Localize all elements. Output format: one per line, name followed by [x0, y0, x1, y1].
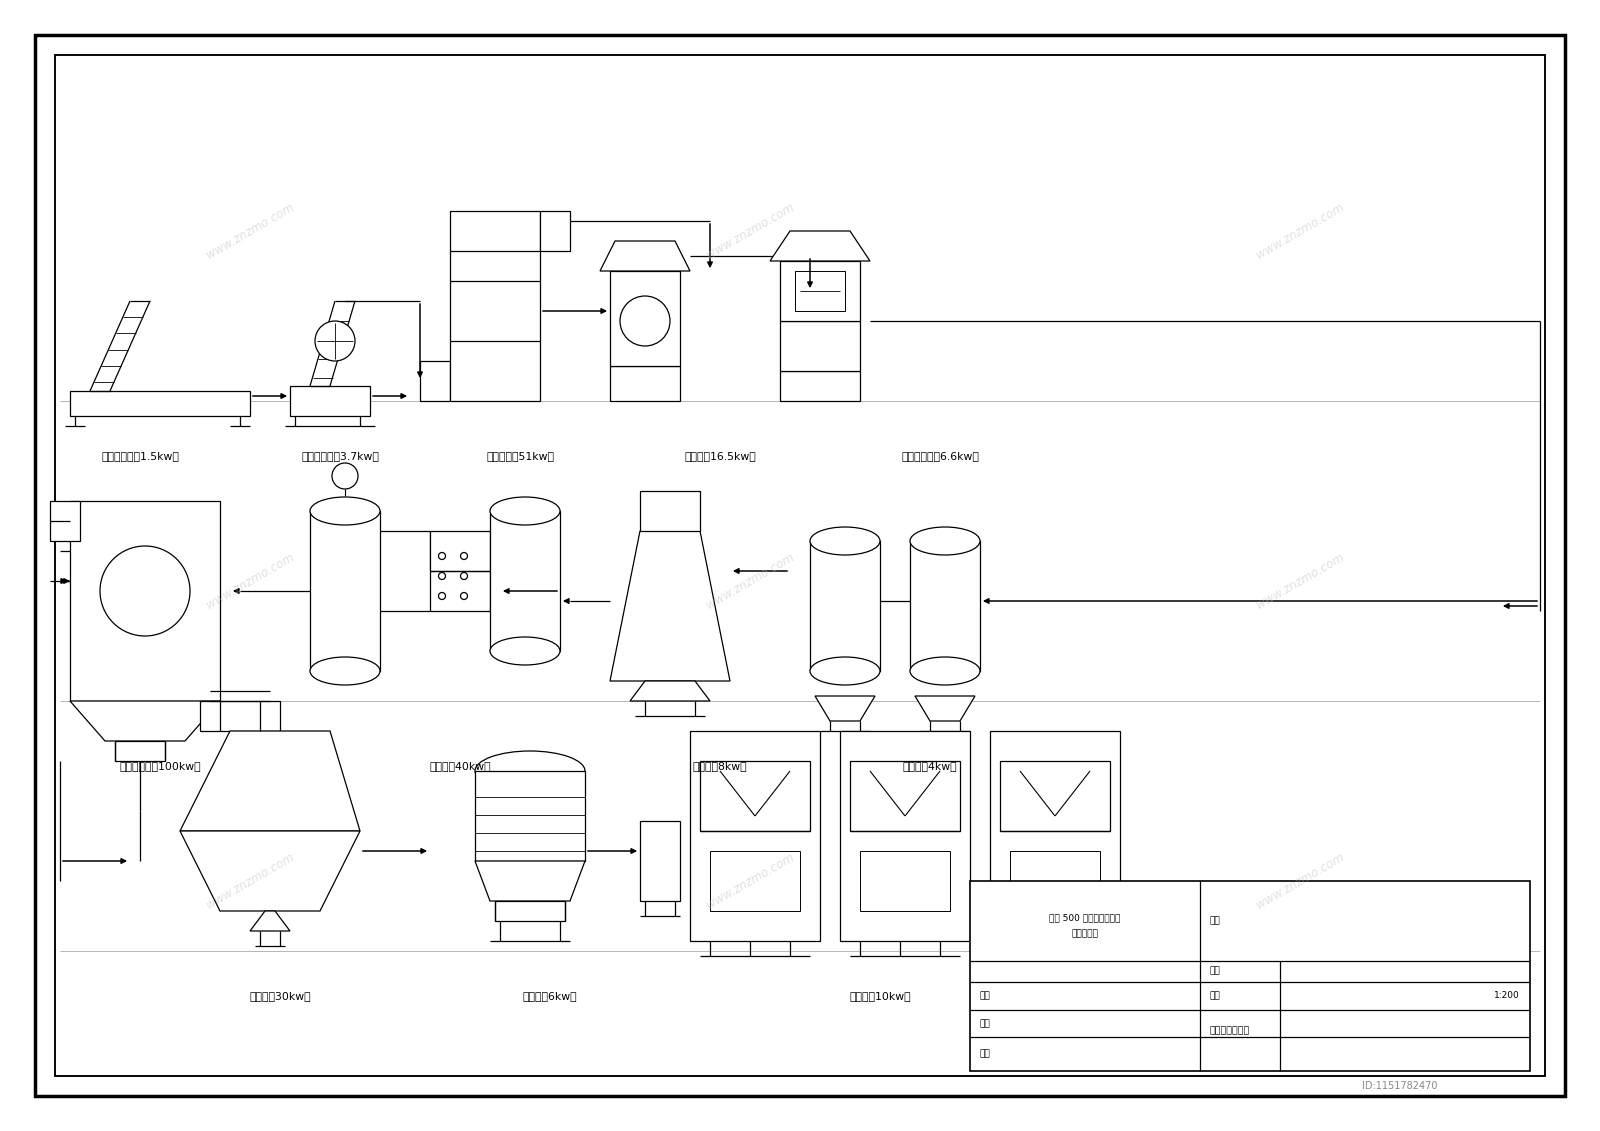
- Polygon shape: [814, 696, 875, 720]
- Text: www.znzmo.com: www.znzmo.com: [704, 551, 797, 612]
- Circle shape: [315, 321, 355, 361]
- Bar: [70, 391, 250, 416]
- Circle shape: [99, 546, 190, 636]
- Ellipse shape: [910, 527, 979, 555]
- Text: 超微粉碎机（6.6kw）: 超微粉碎机（6.6kw）: [901, 451, 979, 461]
- Bar: [840, 731, 970, 941]
- Text: 乳化罐（4kw）: 乳化罐（4kw）: [902, 761, 957, 771]
- Polygon shape: [915, 696, 974, 720]
- Text: ID:1151782470: ID:1151782470: [1362, 1081, 1438, 1091]
- Bar: [781, 321, 861, 371]
- Bar: [990, 731, 1120, 941]
- Polygon shape: [770, 231, 870, 261]
- Bar: [490, 511, 560, 651]
- Bar: [781, 371, 861, 402]
- Circle shape: [438, 593, 445, 599]
- Text: 比例: 比例: [1210, 992, 1221, 1001]
- Bar: [290, 386, 370, 416]
- Text: www.znzmo.com: www.znzmo.com: [1254, 551, 1346, 612]
- Bar: [430, 530, 490, 611]
- Bar: [781, 261, 861, 321]
- Bar: [861, 851, 950, 910]
- Bar: [450, 211, 541, 402]
- Circle shape: [438, 572, 445, 579]
- Ellipse shape: [310, 657, 381, 685]
- Text: 烘干机组（51kw）: 烘干机组（51kw）: [486, 451, 554, 461]
- Text: www.znzmo.com: www.znzmo.com: [1254, 851, 1346, 912]
- Polygon shape: [179, 731, 360, 831]
- Text: 自动切块机（3.7kw）: 自动切块机（3.7kw）: [301, 451, 379, 461]
- Circle shape: [621, 296, 670, 346]
- Ellipse shape: [810, 657, 880, 685]
- Text: www.znzmo.com: www.znzmo.com: [1254, 200, 1346, 261]
- Text: 制图: 制图: [979, 992, 990, 1001]
- Text: www.znzmo.com: www.znzmo.com: [203, 551, 296, 612]
- Polygon shape: [70, 701, 221, 741]
- Circle shape: [438, 553, 445, 560]
- Bar: [494, 901, 565, 921]
- Circle shape: [461, 572, 467, 579]
- Bar: [1000, 761, 1110, 831]
- Text: 振动筛（6kw）: 振动筛（6kw）: [523, 991, 578, 1001]
- Text: 校核: 校核: [979, 1019, 990, 1028]
- Bar: [200, 701, 280, 731]
- Text: 生产工艺流程图: 生产工艺流程图: [1210, 1026, 1250, 1035]
- Bar: [70, 501, 221, 701]
- Text: 冷干机（30kw）: 冷干机（30kw）: [250, 991, 310, 1001]
- Bar: [541, 211, 570, 251]
- Ellipse shape: [910, 657, 979, 685]
- Text: www.znzmo.com: www.znzmo.com: [704, 851, 797, 912]
- Text: 的工厂设计: 的工厂设计: [1072, 930, 1099, 939]
- Text: www.znzmo.com: www.znzmo.com: [704, 200, 797, 261]
- Ellipse shape: [490, 637, 560, 665]
- Polygon shape: [630, 681, 710, 701]
- Bar: [640, 821, 680, 901]
- Text: 1:200: 1:200: [1494, 992, 1520, 1001]
- Ellipse shape: [475, 751, 586, 791]
- Text: 浓缩机（40kw）: 浓缩机（40kw）: [429, 761, 491, 771]
- Polygon shape: [610, 530, 730, 681]
- Text: 喷雾干燥机（100kw）: 喷雾干燥机（100kw）: [118, 761, 202, 771]
- Bar: [710, 851, 800, 910]
- Bar: [640, 491, 701, 530]
- Text: 毛辊清洗机（1.5kw）: 毛辊清洗机（1.5kw）: [101, 451, 179, 461]
- Bar: [50, 501, 80, 541]
- Bar: [850, 761, 960, 831]
- Bar: [115, 741, 165, 761]
- Bar: [690, 731, 819, 941]
- Bar: [610, 366, 680, 402]
- Text: 审定: 审定: [979, 1050, 990, 1059]
- Bar: [810, 541, 880, 671]
- Text: 罐装机（10kw）: 罐装机（10kw）: [850, 991, 910, 1001]
- Bar: [475, 771, 586, 861]
- Bar: [310, 511, 381, 671]
- Bar: [910, 541, 979, 671]
- Circle shape: [333, 463, 358, 489]
- Ellipse shape: [810, 527, 880, 555]
- Polygon shape: [179, 831, 360, 910]
- Ellipse shape: [490, 497, 560, 525]
- Text: 年产 500 吨葛根速溶乳粉: 年产 500 吨葛根速溶乳粉: [1050, 914, 1120, 923]
- Text: www.znzmo.com: www.znzmo.com: [203, 200, 296, 261]
- Text: 粉碎机（16.5kw）: 粉碎机（16.5kw）: [685, 451, 755, 461]
- Polygon shape: [600, 241, 690, 271]
- Bar: [970, 881, 1530, 1071]
- Bar: [610, 271, 680, 366]
- Bar: [795, 271, 845, 311]
- Polygon shape: [475, 861, 586, 901]
- Text: 均质罐（8kw）: 均质罐（8kw）: [693, 761, 747, 771]
- Text: 学院: 学院: [1210, 916, 1221, 925]
- Bar: [701, 761, 810, 831]
- Text: 专业: 专业: [1210, 967, 1221, 976]
- Ellipse shape: [310, 497, 381, 525]
- Circle shape: [461, 593, 467, 599]
- Text: www.znzmo.com: www.znzmo.com: [203, 851, 296, 912]
- Circle shape: [461, 553, 467, 560]
- Polygon shape: [250, 910, 290, 931]
- Bar: [1010, 851, 1101, 910]
- Bar: [419, 361, 450, 402]
